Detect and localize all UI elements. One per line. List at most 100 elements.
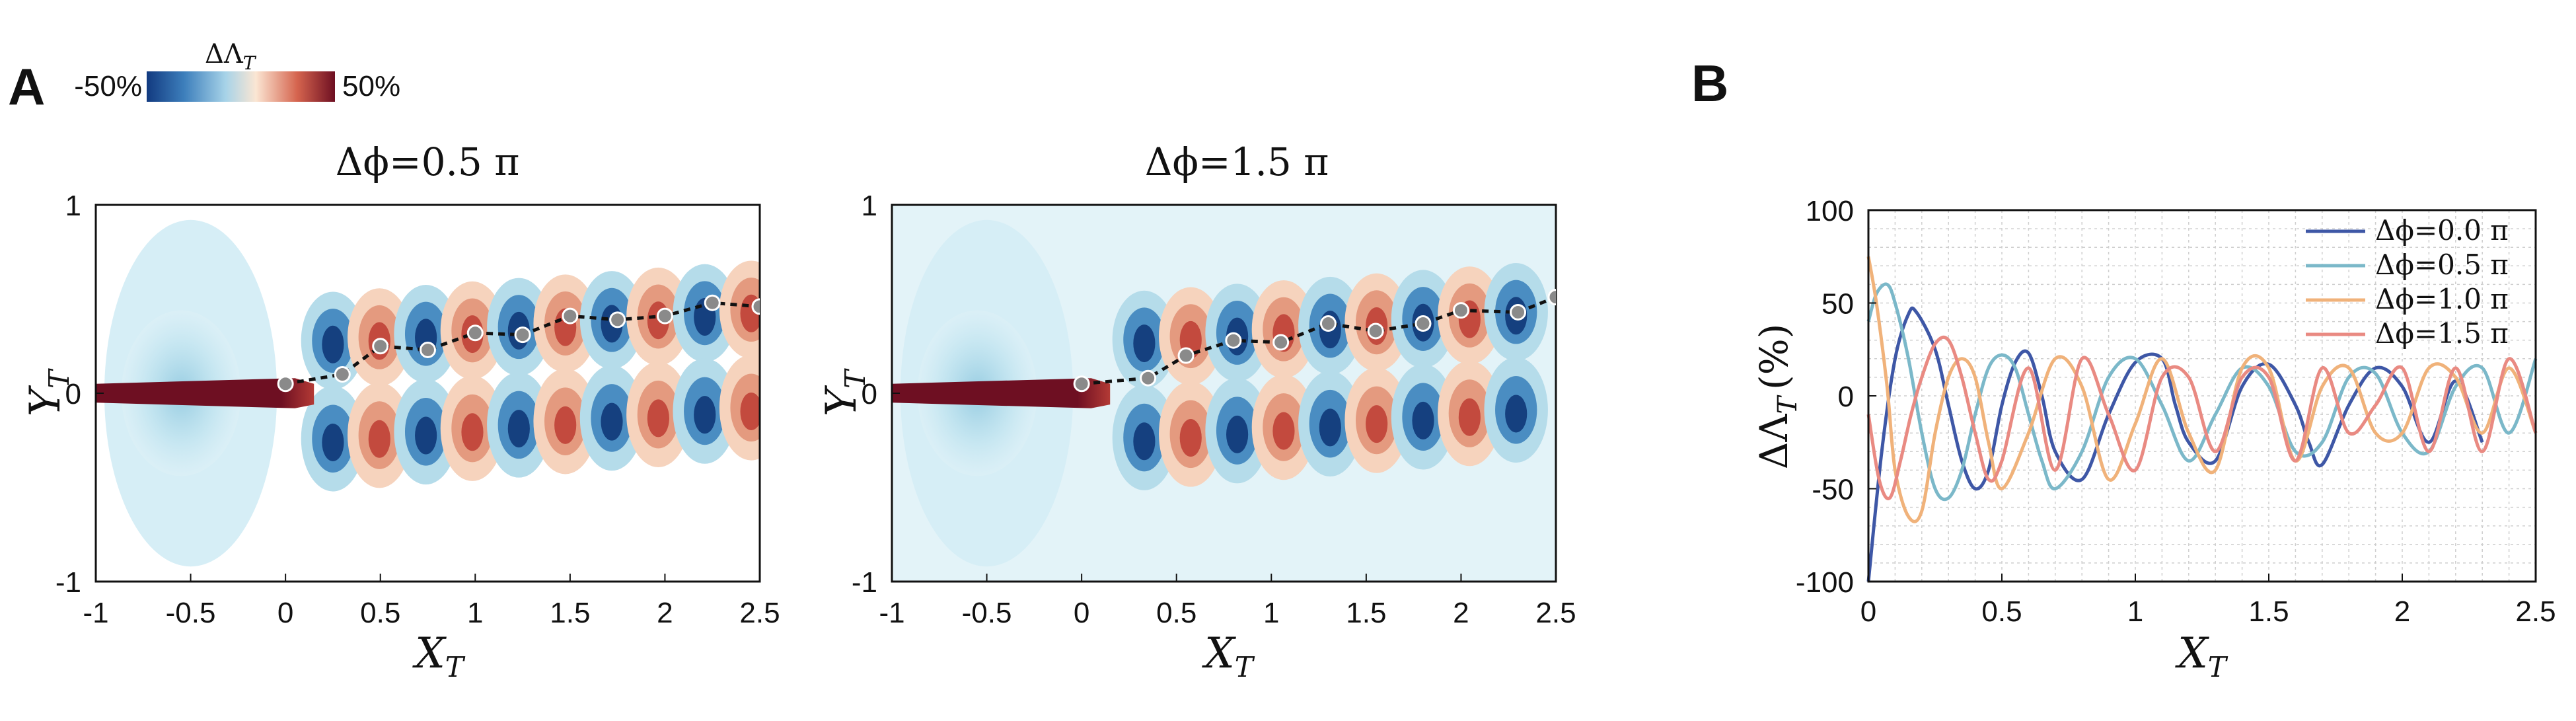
line-chart: 0 0.5 1 1.5 2 2.5 100 50 0 -50 -100 Δϕ=0.0 πΔϕ=0.… bbox=[1751, 195, 2556, 683]
wake-marker bbox=[1225, 332, 1242, 349]
line-chart-y-axis-label: ΔΛT(%) bbox=[1751, 324, 1803, 470]
y-tick-label: 0 bbox=[862, 378, 877, 410]
wake-lobe bbox=[601, 402, 623, 441]
wake-lobe bbox=[1272, 412, 1295, 450]
wake-marker bbox=[466, 324, 484, 342]
wake-marker bbox=[514, 326, 531, 344]
x-tick-label: -0.5 bbox=[166, 597, 216, 629]
x-tick-label: 0.5 bbox=[1981, 595, 2022, 628]
x-tick-label: -1 bbox=[83, 597, 108, 629]
wake-marker bbox=[656, 307, 673, 324]
y-tick-label: 100 bbox=[1806, 195, 1854, 227]
x-tick-label: -1 bbox=[879, 597, 904, 629]
wake-lobe bbox=[740, 392, 760, 430]
wake-lobe bbox=[322, 423, 344, 461]
x-tick-label: 2 bbox=[1453, 597, 1469, 629]
wake-marker bbox=[1510, 303, 1527, 321]
y-tick-label: 0 bbox=[1838, 381, 1854, 413]
y-tick-label: -100 bbox=[1796, 566, 1854, 599]
wake-lobe bbox=[461, 413, 484, 451]
heatmap-panel-dphi-1.5: Δϕ=1.5 π -1 -0.5 0 0.5 1 1.5 2 2.5 -1 0 1 XT YT bbox=[817, 139, 1576, 683]
wake-marker bbox=[1272, 334, 1290, 351]
wake-marker bbox=[372, 338, 389, 355]
wake-marker bbox=[1547, 289, 1556, 306]
heatmap-y-axis-label: YT bbox=[21, 368, 75, 416]
wake-lobe bbox=[1505, 395, 1527, 433]
wake-lobe bbox=[322, 325, 344, 363]
wake-marker bbox=[1140, 369, 1157, 387]
y-tick-label: -1 bbox=[55, 566, 81, 599]
wake-centerline bbox=[1081, 295, 1556, 386]
wake-lobe bbox=[368, 420, 390, 458]
wake-marker bbox=[562, 307, 579, 324]
x-tick-label: 2 bbox=[2394, 595, 2410, 628]
x-tick-label: 1 bbox=[467, 597, 483, 629]
colorbar-min-label: -50% bbox=[74, 70, 142, 102]
x-tick-label: 2 bbox=[657, 597, 673, 629]
series-line-0 bbox=[1866, 306, 2484, 582]
series-line-3 bbox=[1866, 335, 2538, 501]
wake-marker bbox=[1415, 315, 1432, 332]
y-tick-label: 1 bbox=[65, 190, 81, 222]
x-tick-label: 1.5 bbox=[1346, 597, 1386, 629]
wake-marker bbox=[609, 311, 626, 328]
y-tick-label: -50 bbox=[1812, 474, 1854, 506]
heatmap-field bbox=[96, 205, 760, 582]
wake-marker bbox=[704, 294, 721, 311]
wake-body bbox=[96, 378, 314, 408]
heatmap-title: Δϕ=1.5 π bbox=[1145, 139, 1329, 184]
wake-marker bbox=[277, 375, 294, 393]
x-tick-label: 0 bbox=[277, 597, 293, 629]
wake-lobe bbox=[1226, 415, 1249, 453]
wake-body bbox=[892, 378, 1111, 408]
series-line-2 bbox=[1866, 256, 2538, 523]
line-chart-x-axis-label: XT bbox=[2174, 629, 2228, 683]
panel-b-letter: B bbox=[1691, 54, 1728, 112]
wake-lobe bbox=[554, 406, 577, 444]
wake-lobe bbox=[507, 410, 530, 448]
x-tick-label: 1.5 bbox=[2248, 595, 2289, 628]
x-tick-label: 0.5 bbox=[360, 597, 400, 629]
legend-entry: Δϕ=1.5 π bbox=[2375, 317, 2509, 350]
wake-lobe bbox=[647, 399, 669, 437]
wake-lobe bbox=[1179, 419, 1202, 457]
heatmap-field bbox=[892, 205, 1556, 582]
x-tick-label: 0 bbox=[1074, 597, 1089, 629]
heatmap-y-axis-label: YT bbox=[817, 368, 871, 416]
x-tick-label: 2.5 bbox=[2515, 595, 2556, 628]
heatmap-x-axis-label: XT bbox=[1201, 629, 1255, 683]
wake-marker bbox=[334, 366, 351, 383]
x-tick-label: 2.5 bbox=[1535, 597, 1576, 629]
y-tick-label: -1 bbox=[852, 566, 877, 599]
wake-marker bbox=[751, 298, 760, 315]
wake-lobe bbox=[1458, 398, 1481, 436]
colorbar-gradient bbox=[147, 71, 335, 102]
wake-lobe bbox=[694, 396, 716, 434]
wake-marker bbox=[420, 341, 436, 358]
x-tick-label: 1.5 bbox=[550, 597, 590, 629]
legend-entry: Δϕ=0.5 π bbox=[2375, 248, 2509, 281]
y-tick-label: 50 bbox=[1822, 288, 1854, 321]
x-tick-label: 1 bbox=[1263, 597, 1279, 629]
wake-lobe bbox=[415, 416, 437, 455]
wake-lobe bbox=[1319, 408, 1341, 447]
wake-lobe bbox=[1366, 405, 1388, 443]
wake-marker bbox=[1319, 315, 1337, 332]
wake-lobe bbox=[1412, 401, 1434, 439]
y-tick-label: 0 bbox=[65, 378, 81, 410]
heatmap-panel-dphi-0.5: Δϕ=0.5 π -1 -0.5 0 0.5 1 1.5 2 2.5 -1 0 1 XT YT bbox=[21, 139, 780, 683]
legend: Δϕ=0.0 πΔϕ=0.5 πΔϕ=1.0 πΔϕ=1.5 π bbox=[2306, 214, 2509, 350]
heatmap-title: Δϕ=0.5 π bbox=[336, 139, 520, 184]
heatmap-x-axis-label: XT bbox=[412, 629, 466, 683]
wake-marker bbox=[1177, 347, 1195, 364]
x-tick-label: -0.5 bbox=[962, 597, 1012, 629]
x-tick-label: 0 bbox=[1860, 595, 1876, 628]
wake-marker bbox=[1367, 323, 1384, 340]
x-tick-label: 1 bbox=[2127, 595, 2143, 628]
x-tick-label: 2.5 bbox=[739, 597, 780, 629]
panel-a-letter: A bbox=[8, 57, 45, 116]
colorbar-label: ΔΛT bbox=[205, 39, 257, 74]
wake-lobe bbox=[1133, 324, 1156, 363]
colorbar: ΔΛT -50% 50% bbox=[74, 39, 400, 102]
